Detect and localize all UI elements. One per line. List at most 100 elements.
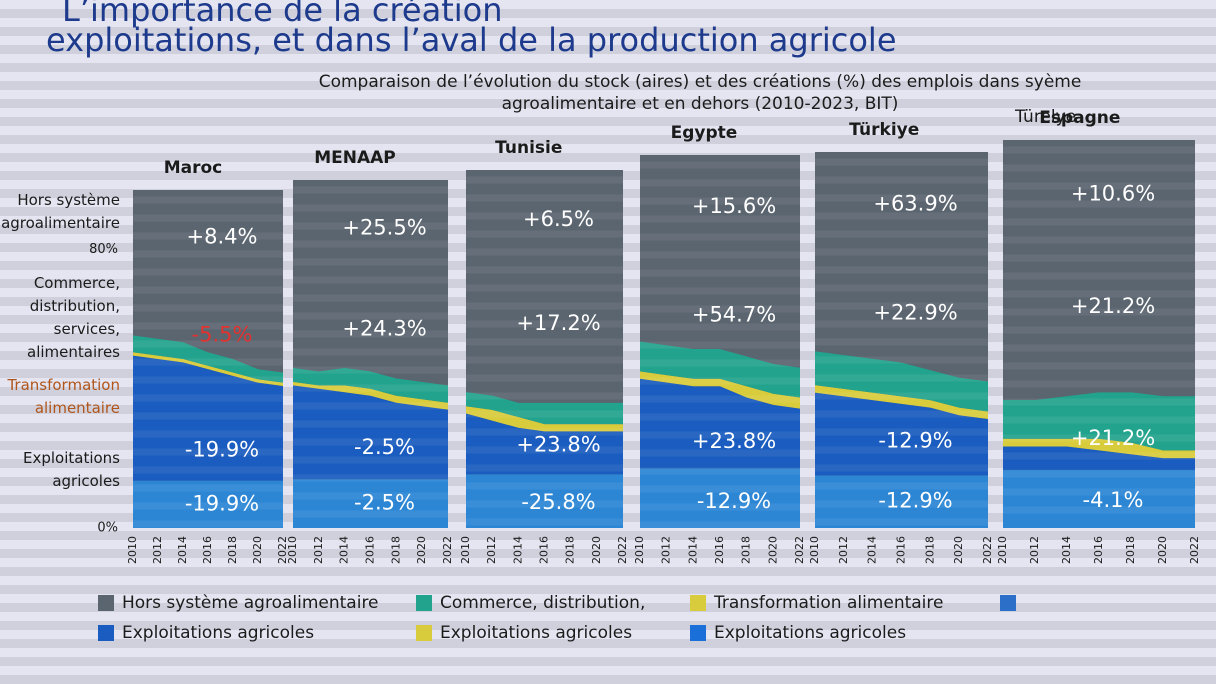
panel-title: Tunisie [495,138,562,158]
title-line: exploitations, et dans l’aval de la prod… [46,21,897,59]
legend-label: Transformation alimentaire [713,593,943,613]
panel-title: Türkiye [849,120,919,140]
value-annotation: -12.9% [878,429,952,453]
y-tick-label: 80% [89,242,118,257]
legend-swatch [98,625,114,641]
x-tick-label: 2010 [808,536,821,564]
area-layer [815,392,988,476]
value-annotation: +15.6% [692,194,776,218]
x-tick-label: 2010 [996,536,1009,564]
x-tick-label: 2016 [1092,536,1105,564]
x-tick-label: 2020 [952,536,965,564]
x-tick-label: 2020 [415,536,428,564]
value-annotation: +17.2% [516,311,600,335]
area-layer [640,341,800,398]
value-annotation: -2.5% [354,435,415,459]
value-annotation: -4.1% [1083,488,1144,512]
x-tick-label: 2018 [564,536,577,564]
x-tick-label: 2018 [923,536,936,564]
panel-title: Maroc [164,158,223,178]
area-layer [815,351,988,412]
x-tick-label: 2014 [176,536,189,564]
area-layer [1003,140,1195,400]
area-layer [815,152,988,382]
area-layer [293,385,448,480]
area-layer [466,391,623,425]
value-annotation: +21.2% [1071,426,1155,450]
area-layer [133,190,283,373]
area-layer [1003,438,1195,459]
value-annotation: +25.5% [342,216,426,240]
legend-label: Hors système agroalimentaire [122,593,379,613]
y-tick-label: 0% [97,521,118,536]
x-tick-label: 2020 [251,536,264,564]
x-tick-label: 2022 [441,536,454,564]
area-layer [466,413,623,475]
x-tick-label: 2014 [338,536,351,564]
x-tick-label: 2020 [766,536,779,564]
x-tick-label: 2012 [312,536,325,564]
area-layer [1003,469,1195,528]
value-annotation: -19.9% [185,437,259,461]
value-annotation: +63.9% [873,192,957,216]
x-tick-label: 2012 [660,536,673,564]
area-layer [466,474,623,528]
x-tick-label: 2012 [1028,536,1041,564]
area-layer [466,170,623,403]
value-annotation: -2.5% [354,491,415,515]
value-annotation: +54.7% [692,302,776,326]
x-tick-label: 2022 [276,536,289,564]
x-tick-label: 2014 [866,536,879,564]
legend-swatch [690,625,706,641]
value-annotation: +22.9% [873,301,957,325]
area-layer [133,480,283,528]
legend-label: Exploitations agricoles [122,623,314,643]
panel-title: Espagne [1039,108,1120,128]
value-annotation: -12.9% [878,489,952,513]
layer-label: Hors système [17,191,120,209]
x-tick-label: 2010 [126,536,139,564]
area-layer [640,378,800,469]
area-layer [1003,446,1195,470]
subtitle-line: Comparaison de l’évolution du stock (air… [319,72,1082,92]
legend-swatch [690,595,706,611]
area-layer [133,352,283,387]
legend-label: Commerce, distribution, [440,593,645,613]
area-layer [133,335,283,383]
legend-label: Exploitations agricoles [440,623,632,643]
value-annotation: -19.9% [185,491,259,515]
area-layer [293,381,448,410]
legend-label: Exploitations agricoles [714,623,906,643]
x-tick-label: 2016 [201,536,214,564]
x-tick-label: 2010 [286,536,299,564]
area-layer [815,385,988,419]
legend-swatch [416,625,432,641]
value-annotation: -5.5% [192,322,253,346]
layer-label: Transformation [6,376,120,394]
legend-swatch [1000,595,1016,611]
value-annotation: +21.2% [1071,294,1155,318]
x-tick-label: 2020 [590,536,603,564]
area-layer [640,468,800,528]
x-tick-label: 2022 [793,536,806,564]
layer-label: services, [54,320,120,338]
layer-label: alimentaire [35,399,120,417]
value-annotation: -12.9% [697,489,771,513]
x-tick-label: 2016 [538,536,551,564]
title-line: L’importance de la création [62,0,502,29]
layer-label: distribution, [30,297,120,315]
x-tick-label: 2010 [633,536,646,564]
x-tick-label: 2014 [686,536,699,564]
value-annotation: -25.8% [521,490,595,514]
layer-label: agroalimentaire [1,214,120,232]
x-tick-label: 2012 [151,536,164,564]
area-layer [133,355,283,481]
x-tick-label: 2014 [511,536,524,564]
value-annotation: +8.4% [187,224,258,248]
x-tick-label: 2016 [895,536,908,564]
value-annotation: +23.8% [692,429,776,453]
legend-swatch [98,595,114,611]
layer-label: agricoles [52,472,120,490]
